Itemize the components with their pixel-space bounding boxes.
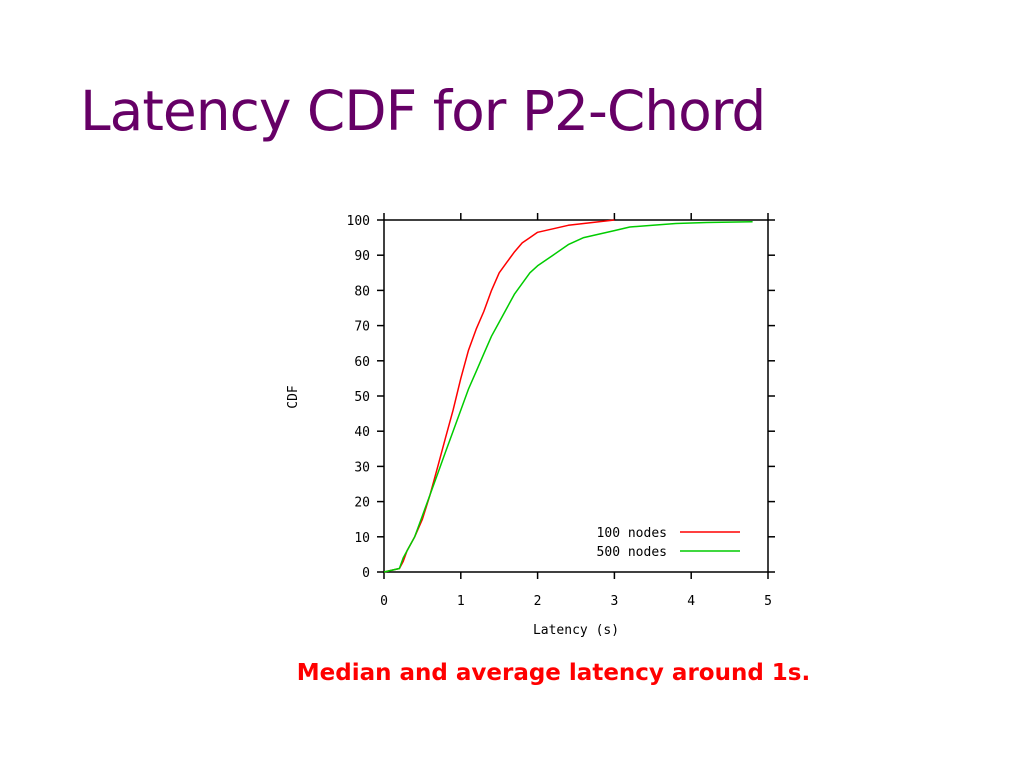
y-tick-label-1: 10 — [354, 531, 370, 546]
legend-label-100-nodes: 100 nodes — [597, 526, 667, 541]
y-tick-label-7: 70 — [354, 320, 370, 335]
y-tick-label-2: 20 — [354, 496, 370, 511]
y-tick-label-0: 0 — [362, 566, 370, 581]
x-tick-label-1: 1 — [457, 594, 465, 609]
x-tick-label-3: 3 — [610, 594, 618, 609]
series-lines — [383, 219, 753, 573]
x-tick-label-2: 2 — [534, 594, 542, 609]
legend-label-500-nodes: 500 nodes — [597, 545, 667, 560]
x-tick-label-4: 4 — [687, 594, 695, 609]
series-line-100-nodes — [383, 219, 615, 573]
slide-title: Latency CDF for P2-Chord — [80, 79, 766, 143]
y-tick-label-8: 80 — [354, 284, 370, 299]
y-tick-label-3: 30 — [354, 460, 370, 475]
slide-caption: Median and average latency around 1s. — [296, 660, 811, 686]
y-tick-label-4: 40 — [354, 425, 370, 440]
y-tick-label-9: 90 — [354, 249, 370, 264]
y-tick-label-5: 50 — [354, 390, 370, 405]
y-tick-label-6: 60 — [354, 355, 370, 370]
plot-frame — [383, 219, 769, 573]
series-line-500-nodes — [383, 221, 753, 573]
legend: 100 nodes 500 nodes — [597, 526, 740, 560]
x-axis-label: Latency (s) — [533, 623, 619, 638]
axis-ticks — [377, 213, 775, 579]
y-axis-label: CDF — [286, 385, 301, 409]
y-tick-label-10: 100 — [347, 214, 370, 229]
x-tick-label-0: 0 — [380, 594, 388, 609]
x-tick-label-5: 5 — [764, 594, 772, 609]
